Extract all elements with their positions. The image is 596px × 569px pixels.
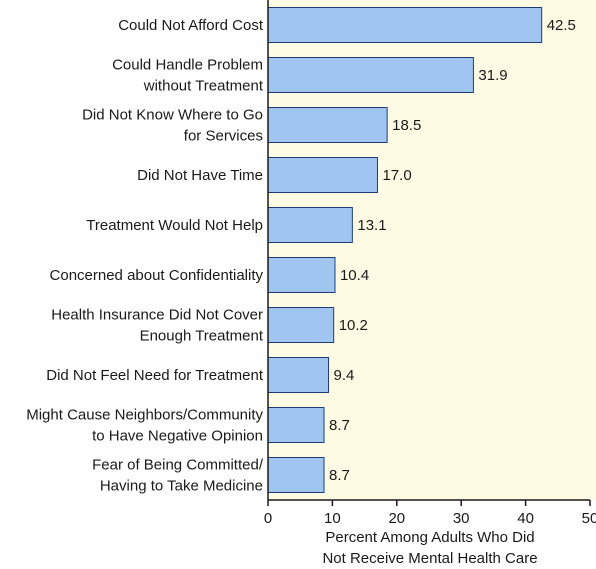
category-label: to Have Negative Opinion [92, 428, 263, 445]
category-label: Could Handle Problem [112, 57, 263, 74]
bar [267, 57, 474, 93]
category-label: Did Not Know Where to Go [82, 107, 263, 124]
bar [267, 107, 388, 143]
category-label: Enough Treatment [140, 328, 264, 345]
x-tick-label: 30 [453, 510, 470, 527]
category-label: for Services [184, 128, 263, 145]
x-axis-title-line-1: Percent Among Adults Who Did [325, 529, 534, 546]
bar [267, 457, 325, 493]
x-tick-label: 0 [264, 510, 272, 527]
x-tick-label: 20 [388, 510, 405, 527]
bar-value-label: 31.9 [478, 67, 507, 84]
bar-value-label: 8.7 [329, 467, 350, 484]
x-tick-label: 10 [324, 510, 341, 527]
category-label: without Treatment [143, 78, 264, 95]
bars-group [267, 7, 543, 493]
category-labels-group: Could Not Afford Cost Could Handle Proble… [26, 17, 264, 495]
bar-value-label: 10.4 [340, 267, 369, 284]
category-label: Did Not Feel Need for Treatment [46, 367, 264, 384]
bar-value-label: 13.1 [357, 217, 386, 234]
x-ticks-group: 0 10 20 30 40 50 [264, 500, 596, 527]
bar [267, 407, 325, 443]
category-label: Might Cause Neighbors/Community [26, 407, 263, 424]
x-tick-label: 40 [517, 510, 534, 527]
bar-value-label: 9.4 [334, 367, 355, 384]
category-label: Treatment Would Not Help [86, 217, 263, 234]
category-label: Fear of Being Committed/ [92, 457, 264, 474]
x-axis-title-line-2: Not Receive Mental Health Care [322, 550, 537, 567]
x-tick-label: 50 [582, 510, 596, 527]
bar [267, 207, 353, 243]
bar-value-label: 17.0 [382, 167, 411, 184]
value-labels-group: 42.5 31.9 18.5 17.0 13.1 10.4 10.2 9.4 8.7 8.7 [329, 17, 576, 484]
bar-value-label: 18.5 [392, 117, 421, 134]
bar-value-label: 42.5 [547, 17, 576, 34]
category-label: Having to Take Medicine [100, 478, 263, 495]
bar-value-label: 8.7 [329, 417, 350, 434]
bar [267, 257, 336, 293]
bar [267, 157, 378, 193]
bar [267, 7, 543, 43]
bar [267, 307, 335, 343]
bar-value-label: 10.2 [339, 317, 368, 334]
category-label: Health Insurance Did Not Cover [51, 307, 263, 324]
bar [267, 357, 330, 393]
category-label: Could Not Afford Cost [118, 17, 264, 34]
category-label: Did Not Have Time [137, 167, 263, 184]
category-label: Concerned about Confidentiality [50, 267, 264, 284]
